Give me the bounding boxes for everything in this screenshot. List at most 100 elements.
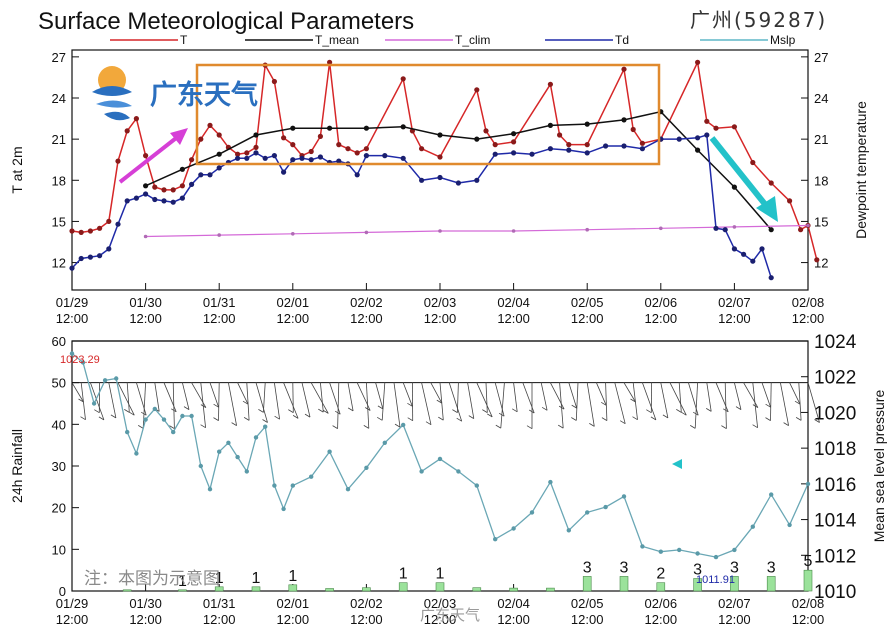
td-point-9 (152, 196, 158, 203)
wind-barb-76 (770, 382, 772, 421)
td-line (71, 134, 772, 278)
t-point-15 (207, 122, 213, 128)
t-point-31 (354, 150, 360, 156)
wind-barb-72 (734, 382, 742, 410)
t_mean-point-9 (474, 136, 480, 142)
mslp-point-9 (161, 417, 167, 422)
td-point-45 (603, 143, 609, 149)
t_mean-point-16 (731, 184, 738, 190)
wind-barb-69 (706, 382, 712, 412)
mslp-point-24 (309, 474, 314, 479)
rain-bar-17 (766, 576, 776, 592)
wind-barb-23 (283, 382, 299, 419)
wind-barb-57 (596, 382, 607, 406)
t-point-50 (704, 118, 710, 124)
top-y2-axis-label: Dewpoint temperature (853, 101, 869, 239)
mslp-point-46 (713, 554, 719, 560)
wind-barb-20 (255, 382, 268, 423)
wind-barb-58 (605, 382, 608, 421)
bottom-x-tick-date-6: 02/04 (497, 596, 530, 611)
mslp-point-8 (152, 406, 157, 412)
bottom-y2-axis-label: Mean sea level pressure (871, 390, 887, 543)
watermark-text: 广东天气 (420, 606, 480, 624)
wind-barb-56 (586, 382, 595, 427)
wind-barb-32 (366, 382, 370, 429)
td-point-57 (759, 246, 765, 252)
wind-barb-24 (292, 382, 294, 413)
legend-item-mslp: Mslp (700, 33, 796, 47)
wind-barb-42 (457, 382, 459, 413)
t-point-44 (584, 142, 590, 148)
t_mean-point-10 (510, 131, 517, 137)
series-mslp: 1023.29 1011.91 (60, 351, 811, 586)
wind-barb-60 (623, 382, 636, 403)
td-point-29 (336, 158, 342, 164)
mslp-point-47 (732, 547, 737, 553)
td-point-18 (235, 155, 241, 161)
top-x-tick-time-2: 12:00 (203, 311, 236, 326)
td-point-37 (455, 180, 461, 186)
mslp-point-5 (125, 429, 130, 435)
bottom-x-tick-time-5: 12:00 (424, 612, 457, 627)
rain-label-9: 3 (693, 562, 702, 579)
bottom-x-tick-time-4: 12:00 (350, 612, 383, 627)
right-tick-label-2: 18 (814, 173, 828, 188)
t-point-28 (327, 59, 333, 65)
series-t (69, 59, 820, 263)
mslp-point-28 (382, 440, 387, 445)
legend-label: T_clim (455, 33, 490, 47)
bottom-x-tick-date-2: 01/31 (203, 596, 236, 611)
mslp-point-13 (198, 463, 203, 469)
td-point-53 (722, 227, 728, 233)
t_clim-point-6 (585, 227, 589, 232)
td-point-46 (621, 143, 627, 149)
mslp-line (71, 352, 809, 558)
right-tick-label-3: 21 (814, 132, 828, 147)
t-point-58 (814, 257, 820, 263)
bottom-x-tick-time-0: 12:00 (56, 612, 89, 627)
series-t_mean (143, 109, 774, 233)
td-point-44 (584, 150, 590, 156)
wind-barb-44 (476, 382, 493, 418)
td-point-38 (474, 177, 480, 183)
t-point-29 (336, 142, 342, 148)
wind-barb-14 (200, 382, 206, 428)
t_clim-point-7 (659, 226, 663, 231)
pressure-min-annotation: 1011.91 (696, 574, 735, 586)
left-tick-label-3: 21 (52, 132, 66, 147)
series-t_clim (143, 223, 810, 239)
right-tick-label-1: 15 (814, 214, 828, 229)
legend-item-t_clim: T_clim (385, 33, 490, 47)
mslp-point-42 (640, 544, 645, 549)
rain-label-7: 3 (620, 559, 629, 576)
td-point-23 (281, 169, 287, 175)
top-x-tick-date-5: 02/03 (424, 295, 457, 310)
top-x-tick-date-1: 01/30 (129, 295, 162, 310)
t_mean-line (145, 110, 772, 231)
td-point-2 (87, 254, 93, 260)
wind-barb-51 (540, 382, 548, 411)
mslp-point-35 (511, 526, 516, 531)
wind-barb-22 (274, 382, 280, 420)
t_clim-line (145, 224, 809, 238)
t_clim-point-2 (291, 232, 295, 236)
wind-barb-80 (807, 382, 820, 423)
wind-barb-5 (117, 382, 135, 416)
t-point-42 (557, 132, 563, 138)
t-point-6 (124, 128, 130, 134)
wind-barb-0 (71, 382, 84, 403)
mslp-point-14 (207, 487, 213, 492)
mslp-point-44 (677, 547, 682, 553)
t-point-46 (630, 126, 636, 133)
rain-label-10: 3 (730, 559, 739, 576)
mslp-point-50 (787, 522, 792, 528)
guangdong-weather-logo: 广东天气 (92, 66, 258, 121)
bottom-x-tick-date-10: 02/08 (792, 596, 825, 611)
wind-barb-38 (421, 382, 432, 425)
top-x-tick-time-1: 12:00 (129, 311, 162, 326)
top-x-tick-time-7: 12:00 (571, 311, 604, 326)
rain-label-8: 2 (656, 566, 665, 583)
mslp-point-25 (327, 449, 332, 454)
td-point-21 (262, 155, 268, 161)
